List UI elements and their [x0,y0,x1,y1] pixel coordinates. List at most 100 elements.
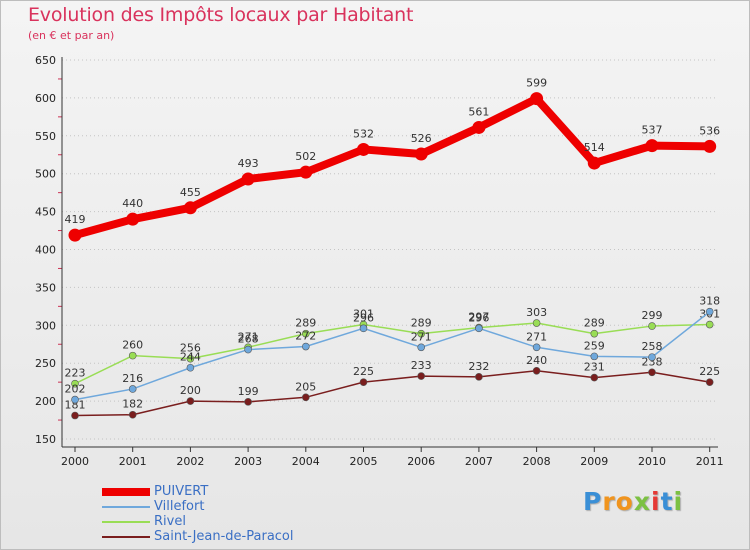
series-line [74,322,711,385]
data-label: 268 [238,333,259,346]
data-label: 532 [353,127,374,140]
data-label: 259 [584,339,605,352]
data-label: 536 [699,124,720,137]
data-point [705,320,714,329]
data-point [532,319,541,327]
data-point [414,147,428,161]
data-label: 289 [295,317,316,330]
legend-swatch [102,506,150,508]
data-label: 526 [411,132,432,145]
data-point [705,378,714,386]
logo-letter: t [660,487,674,516]
data-label: 301 [353,308,374,321]
data-label: 289 [584,317,605,330]
data-label: 440 [122,197,143,210]
data-label: 182 [122,398,143,411]
data-label: 299 [642,309,663,322]
legend-label: Villefort [154,499,205,514]
x-tick-label: 2002 [176,455,204,468]
data-point [301,393,310,402]
data-label: 258 [642,340,663,353]
data-label: 223 [65,367,86,380]
y-tick-label: 600 [35,92,56,105]
series-saint-jean-de-paracol: 181 182 200 199 205 225 233 232 240 231 238 225 [65,354,720,420]
logo-letter: i [651,487,661,516]
data-label: 514 [584,141,605,154]
x-tick-label: 2003 [234,455,262,468]
data-label: 202 [65,383,86,396]
data-point [417,343,426,352]
data-point [359,378,368,386]
x-tick-label: 2000 [61,455,89,468]
logo-letter: i [673,487,684,516]
series-line [71,94,714,240]
data-label: 232 [468,360,489,373]
data-label: 216 [122,372,143,385]
logo-letter: r [602,487,616,516]
data-point [186,354,195,363]
data-point [186,363,195,372]
data-point [648,322,656,330]
data-point [183,201,197,215]
data-label: 225 [699,365,720,378]
y-tick-label: 500 [35,168,56,181]
data-point [590,352,599,361]
data-point [648,353,656,361]
data-label: 199 [238,385,259,398]
data-point [475,324,483,333]
data-point [472,120,486,134]
y-tick-label: 400 [35,244,56,257]
data-point [645,139,659,153]
data-point [128,385,137,393]
series-line [74,310,711,401]
data-label: 537 [642,124,663,137]
data-label: 297 [468,311,489,324]
data-label: 240 [526,354,547,367]
data-point [357,142,370,156]
data-label: 271 [411,330,432,343]
data-point [241,172,255,186]
data-point [68,228,82,242]
x-tick-label: 2010 [638,455,666,468]
data-label: 455 [180,186,201,199]
data-point [128,351,137,360]
chart-subtitle: (en € et par an) [28,29,115,42]
logo-letter: x [633,487,651,516]
data-label: 271 [526,330,547,343]
data-label: 225 [353,365,374,378]
data-label: 272 [295,330,316,343]
legend-label: PUIVERT [154,484,209,499]
data-point [703,139,717,153]
y-tick-label: 350 [35,281,56,294]
data-label: 419 [65,213,86,226]
data-label: 238 [642,355,663,368]
data-point [71,395,79,404]
legend-swatch [102,488,150,496]
data-label: 271 [238,330,259,343]
data-label: 318 [699,295,720,308]
x-tick-label: 2005 [350,455,378,468]
data-label: 296 [353,311,374,324]
series-puivert: 419 440 455 493 502 532 526 561 599 514 537 536 [65,77,720,242]
series-villefort: 202 216 244 268 272 296 271 296 271 259 258 318 [65,295,720,404]
data-point [128,410,137,419]
data-label: 502 [295,150,316,163]
data-point [301,329,310,338]
x-tick-label: 2001 [119,455,147,468]
logo-letter: P [583,487,603,516]
data-point [244,398,252,406]
y-tick-label: 650 [35,54,56,67]
x-tick-label: 2007 [465,455,493,468]
y-tick-label: 250 [35,357,56,370]
legend-label: Rivel [154,514,186,529]
x-tick-label: 2011 [696,455,724,468]
data-label: 561 [468,105,489,118]
data-point [532,343,541,352]
data-label: 260 [122,339,143,352]
y-tick-label: 300 [35,319,56,332]
chart-title: Evolution des Impôts locaux par Habitant [28,4,414,26]
data-label: 200 [180,384,201,397]
data-point [705,307,714,316]
data-point [244,345,252,354]
